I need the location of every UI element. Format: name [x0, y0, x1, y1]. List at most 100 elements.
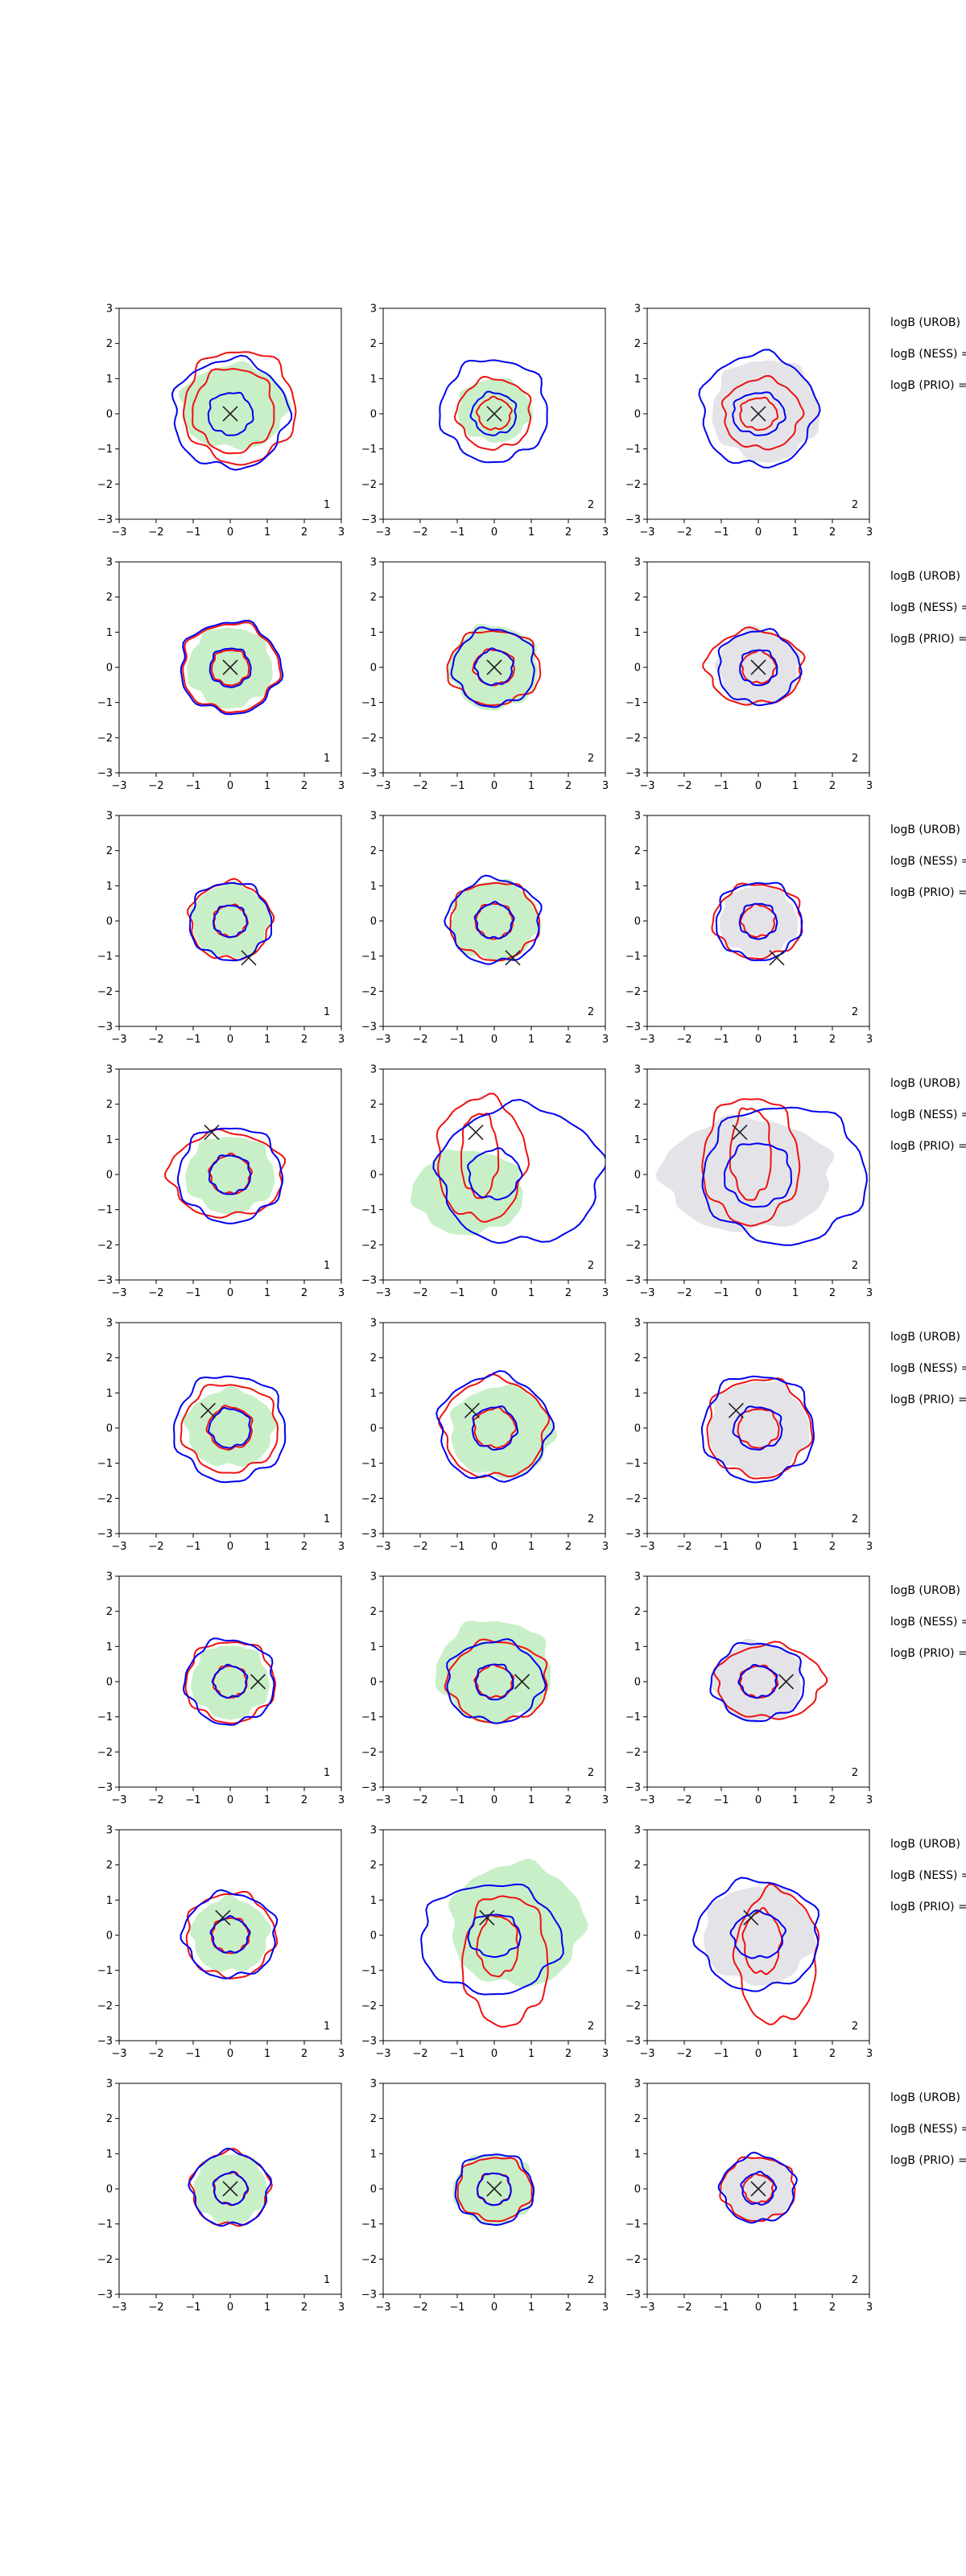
y-tick-label: 1 — [106, 1388, 113, 1400]
x-tick-label: 3 — [602, 2301, 609, 2314]
x-tick-label: −2 — [148, 2301, 163, 2314]
density-fill-gray — [710, 1638, 803, 1724]
x-tick-label: −2 — [148, 780, 163, 792]
y-tick-label: 3 — [106, 1571, 113, 1583]
y-tick-label: 0 — [370, 1677, 377, 1689]
y-tick-label: −2 — [97, 1747, 113, 1759]
density-fill-green — [457, 378, 534, 443]
x-tick-label: 2 — [829, 780, 836, 792]
true-value-marker — [200, 1402, 216, 1418]
y-tick-label: 0 — [634, 2184, 641, 2196]
y-tick-label: 3 — [370, 557, 377, 569]
y-tick-label: −2 — [97, 1240, 113, 1252]
x-tick-label: 3 — [866, 1034, 873, 1046]
panel-plot-area — [452, 2153, 535, 2227]
red-contour-2 — [205, 1405, 254, 1451]
true-value-marker — [222, 659, 238, 675]
x-tick-label: −2 — [148, 1034, 163, 1046]
red-contour-1 — [185, 1890, 279, 1980]
red-contour-2 — [475, 1914, 519, 1978]
y-tick-label: 3 — [370, 2079, 377, 2091]
x-tick-label: 3 — [602, 1541, 609, 1553]
x-tick-label: 2 — [565, 1034, 572, 1046]
y-tick-label: −1 — [361, 2219, 377, 2231]
y-tick-label: 1 — [634, 1134, 641, 1146]
y-tick-label: 3 — [370, 811, 377, 823]
marker-stroke-b — [479, 1909, 495, 1926]
x-tick-label: −3 — [639, 1541, 654, 1553]
y-tick-label: 0 — [634, 916, 641, 928]
y-tick-label: −1 — [361, 1711, 377, 1724]
side-label-1: logB (UROB) — [890, 316, 960, 329]
x-tick-label: 1 — [264, 780, 270, 792]
x-tick-label: −2 — [676, 1287, 691, 1299]
panel-r4-c1: −3−3 −2 −2 −1 −1 0 0 1 1 2 2 3 3 1 — [97, 1064, 345, 1300]
density-fill-green — [435, 1620, 551, 1724]
y-tick-label: −1 — [97, 444, 113, 456]
side-label-1: logB (UROB) — [890, 824, 960, 836]
x-tick-label: 0 — [491, 526, 497, 539]
red-contour-1 — [180, 1384, 279, 1474]
marker-stroke-b — [750, 2181, 766, 2197]
marker-stroke-b — [778, 1674, 795, 1690]
panel-plot-area — [709, 1638, 828, 1724]
x-tick-label: −2 — [148, 1287, 163, 1299]
density-fill-green — [185, 1137, 275, 1215]
blue-contour-1 — [700, 1375, 815, 1484]
marker-stroke-b — [222, 406, 238, 422]
panel-plot-area — [171, 351, 297, 471]
panel-plot-area — [444, 874, 543, 966]
panel-r1-c1: −3−3 −2 −2 −1 −1 0 0 1 1 2 2 3 3 1 — [97, 303, 345, 539]
x-tick-label: −1 — [713, 1287, 729, 1299]
y-tick-label: 3 — [370, 303, 377, 316]
y-tick-label: 1 — [634, 627, 641, 639]
marker-stroke-b — [200, 1402, 216, 1418]
x-tick-label: −1 — [449, 1541, 464, 1553]
y-tick-label: −1 — [625, 1965, 641, 1977]
y-tick-label: −2 — [625, 733, 641, 745]
x-tick-label: −1 — [713, 780, 729, 792]
marker-stroke-b — [468, 1125, 484, 1141]
blue-contour-1 — [182, 1637, 275, 1726]
y-tick-label: 2 — [634, 2113, 641, 2125]
y-tick-label: 2 — [370, 1860, 377, 1872]
x-tick-label: −1 — [185, 1541, 200, 1553]
panel-r2-c3: −3−3 −2 −2 −1 −1 0 0 1 1 2 2 3 3 2 — [625, 557, 873, 793]
panel-plot-area — [698, 349, 821, 469]
blue-contour-2 — [739, 649, 778, 687]
y-tick-label: 3 — [634, 1318, 641, 1330]
panel-r3-c2: −3−3 −2 −2 −1 −1 0 0 1 1 2 2 3 3 2 — [361, 811, 609, 1046]
density-fill-green — [178, 361, 292, 450]
x-tick-label: −1 — [185, 526, 200, 539]
y-tick-label: 0 — [634, 1423, 641, 1435]
y-tick-label: −2 — [625, 2254, 641, 2266]
y-tick-label: 3 — [106, 1064, 113, 1076]
red-contour-1 — [438, 1373, 551, 1479]
panel-row-6: −3−3−2−2−1−1001122331−3−3−2−2−1−10011223… — [97, 1571, 966, 1807]
true-value-marker — [486, 406, 502, 422]
marker-stroke-b — [486, 2181, 502, 2197]
x-tick-label: −3 — [111, 1287, 126, 1299]
y-tick-label: 0 — [106, 1930, 113, 1942]
x-tick-label: −1 — [713, 2301, 729, 2314]
panel-r8-c1: −3−3 −2 −2 −1 −1 0 0 1 1 2 2 3 3 1 — [97, 2079, 345, 2314]
blue-contour-2 — [212, 2170, 250, 2207]
x-tick-label: −3 — [375, 1794, 390, 1806]
x-tick-label: 2 — [565, 1287, 572, 1299]
x-tick-label: −2 — [412, 780, 427, 792]
y-tick-label: 1 — [370, 2149, 377, 2161]
x-tick-label: 3 — [338, 1541, 345, 1553]
blue-contour-2 — [209, 1915, 251, 1954]
x-tick-label: −3 — [111, 2048, 126, 2060]
x-tick-label: −3 — [375, 526, 390, 539]
y-tick-label: 2 — [634, 1860, 641, 1872]
y-tick-label: 0 — [370, 409, 377, 421]
marker-stroke-b — [486, 659, 502, 675]
x-tick-label: 1 — [792, 526, 799, 539]
y-tick-label: −3 — [625, 768, 641, 780]
y-tick-label: −3 — [361, 768, 377, 780]
x-tick-label: 0 — [491, 1287, 497, 1299]
x-tick-label: 2 — [829, 2048, 836, 2060]
x-tick-label: 3 — [602, 1034, 609, 1046]
y-tick-label: 1 — [106, 627, 113, 639]
